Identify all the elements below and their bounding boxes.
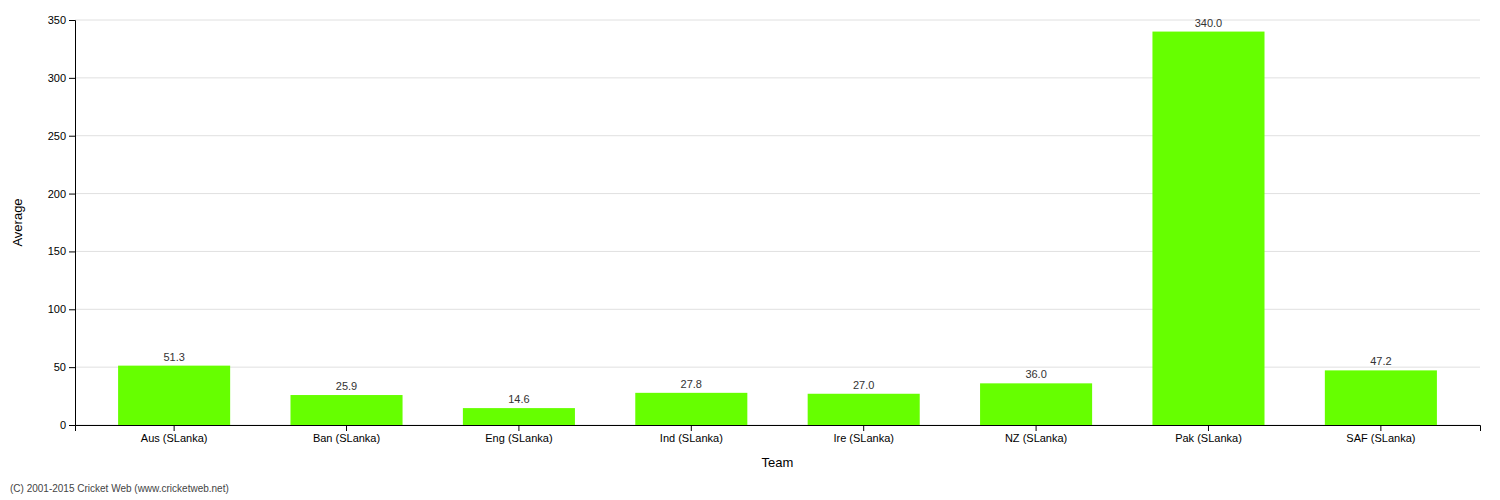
x-axis: Aus (SLanka) Ban (SLanka) Eng (SLanka) Ind … — [76, 425, 1481, 444]
bar — [980, 383, 1092, 425]
x-tick-mark — [346, 425, 347, 431]
y-tick-mark — [69, 251, 75, 252]
y-tick: 50 — [54, 361, 75, 373]
x-tick-mark — [863, 425, 864, 431]
y-tick-label: 350 — [48, 14, 66, 26]
y-tick: 350 — [48, 14, 75, 26]
x-tick: Pak (SLanka) — [1175, 425, 1242, 444]
y-tick-mark — [69, 194, 75, 195]
chart-svg: 51.3 25.9 14.6 27.8 27.0 36.0 340.0 47.2 Aus (SL… — [0, 0, 1500, 500]
x-tick-label: Eng (SLanka) — [485, 432, 552, 444]
x-axis-title: Team — [762, 455, 794, 470]
bar — [1325, 370, 1437, 425]
y-tick-mark — [69, 20, 75, 21]
grid-line — [75, 309, 1480, 310]
x-tick-mark — [174, 425, 175, 431]
x-tick-label: Ire (SLanka) — [833, 432, 894, 444]
bar — [118, 366, 230, 425]
x-tick: SAF (SLanka) — [1346, 425, 1415, 444]
data-label: 340.0 — [1195, 17, 1223, 29]
y-tick-mark — [69, 309, 75, 310]
x-tick-mark — [1380, 425, 1381, 431]
bar — [290, 395, 402, 425]
x-tick: Ban (SLanka) — [313, 425, 380, 444]
data-labels: 51.3 25.9 14.6 27.8 27.0 36.0 340.0 47.2 — [163, 17, 1391, 406]
grid-line — [75, 251, 1480, 252]
grid-line — [75, 20, 1480, 21]
x-tick: Ind (SLanka) — [660, 425, 723, 444]
y-tick: 250 — [48, 130, 75, 142]
x-tick: Ire (SLanka) — [833, 425, 894, 444]
y-tick-label: 100 — [48, 303, 66, 315]
y-tick: 100 — [48, 303, 75, 315]
grid-line — [75, 135, 1480, 136]
y-tick-mark — [69, 78, 75, 79]
grid-line — [75, 77, 1480, 78]
x-tick: Eng (SLanka) — [485, 425, 552, 444]
y-axis-line — [69, 21, 76, 426]
y-tick-mark — [69, 136, 75, 137]
y-tick-mark — [69, 425, 75, 426]
bar — [808, 394, 920, 425]
x-axis-line — [76, 426, 1481, 432]
data-label: 47.2 — [1370, 355, 1391, 367]
x-tick-label: Aus (SLanka) — [141, 432, 208, 444]
y-tick-label: 250 — [48, 130, 66, 142]
y-tick: 300 — [48, 72, 75, 84]
data-label: 27.8 — [681, 378, 702, 390]
x-tick-label: Ban (SLanka) — [313, 432, 380, 444]
data-label: 51.3 — [163, 351, 184, 363]
x-tick-mark — [1036, 425, 1037, 431]
y-tick-mark — [69, 367, 75, 368]
x-tick-label: NZ (SLanka) — [1005, 432, 1067, 444]
chart-container: 51.3 25.9 14.6 27.8 27.0 36.0 340.0 47.2 Aus (SL… — [0, 0, 1500, 500]
bar — [635, 393, 747, 425]
data-label: 25.9 — [336, 380, 357, 392]
data-label: 14.6 — [508, 393, 529, 405]
x-tick: Aus (SLanka) — [141, 425, 208, 444]
plot-area — [118, 32, 1437, 425]
y-tick: 150 — [48, 245, 75, 257]
bar — [463, 408, 575, 425]
bar — [1152, 32, 1264, 425]
data-label: 36.0 — [1025, 368, 1046, 380]
grid-line — [75, 367, 1480, 368]
x-tick-label: Ind (SLanka) — [660, 432, 723, 444]
x-tick-label: SAF (SLanka) — [1346, 432, 1415, 444]
x-tick-mark — [518, 425, 519, 431]
y-axis: 0 50 100 150 200 250 300 350 — [48, 14, 76, 431]
x-tick-label: Pak (SLanka) — [1175, 432, 1242, 444]
x-tick-mark — [1208, 425, 1209, 431]
y-tick: 0 — [60, 419, 75, 431]
x-tick-mark — [691, 425, 692, 431]
y-tick-label: 50 — [54, 361, 66, 373]
y-tick: 200 — [48, 188, 75, 200]
y-tick-label: 300 — [48, 72, 66, 84]
data-label: 27.0 — [853, 379, 874, 391]
y-tick-label: 0 — [60, 419, 66, 431]
y-axis-title: Average — [10, 198, 25, 246]
x-tick: NZ (SLanka) — [1005, 425, 1067, 444]
footer-text: (C) 2001-2015 Cricket Web (www.cricketwe… — [10, 483, 229, 494]
grid — [75, 20, 1480, 425]
y-tick-label: 200 — [48, 188, 66, 200]
y-tick-label: 150 — [48, 245, 66, 257]
grid-line — [75, 193, 1480, 194]
